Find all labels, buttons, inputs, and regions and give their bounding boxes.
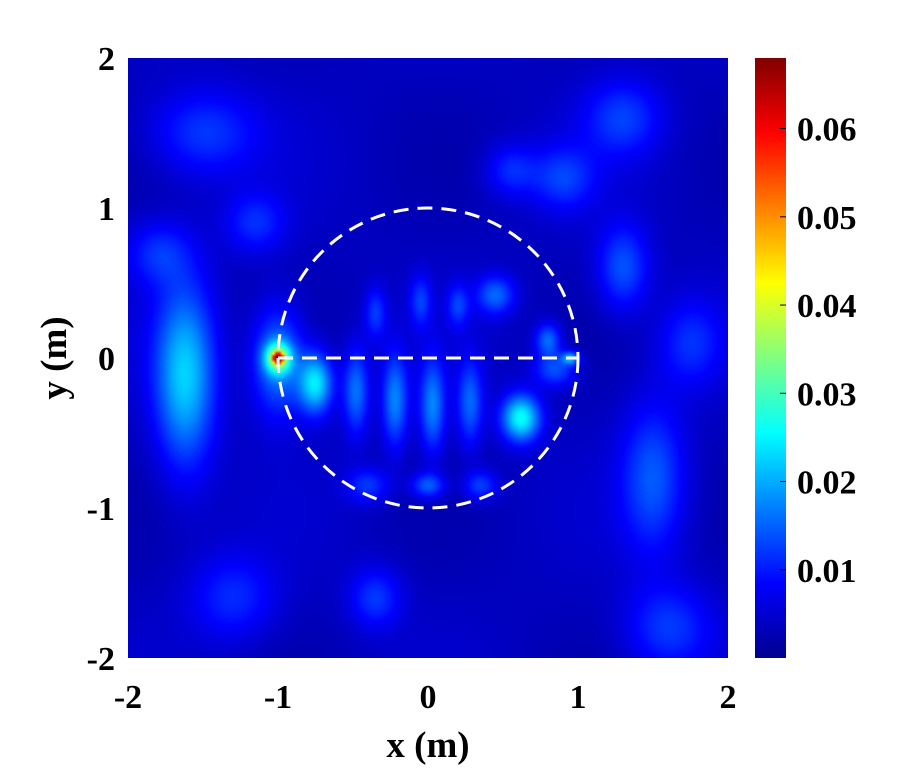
overlay-group: [276, 206, 580, 510]
colorbar-gradient: [755, 58, 786, 658]
colorbar-ticks: 0.01 0.02 0.03 0.04 0.05 0.06: [780, 112, 857, 590]
x-tick-label: 0: [420, 679, 437, 716]
colorbar-tick-label: 0.03: [797, 376, 857, 413]
colorbar-tick-label: 0.04: [797, 288, 857, 325]
colorbar-tick-label: 0.05: [797, 200, 857, 237]
x-axis-label: x (m): [386, 725, 469, 766]
y-tick-label: 1: [98, 191, 115, 228]
colorbar-tick-label: 0.06: [797, 112, 857, 149]
colorbar-tick-label: 0.02: [797, 465, 857, 502]
y-tick-label: -2: [87, 641, 115, 678]
y-tick-label: 0: [98, 341, 115, 378]
y-tick-label: 2: [98, 41, 115, 78]
y-axis-label: y (m): [34, 316, 75, 399]
x-axis-ticks: -2 -1 0 1 2: [114, 679, 737, 716]
y-axis-ticks: -2 -1 0 1 2: [87, 41, 115, 678]
x-tick-label: -2: [114, 679, 142, 716]
x-tick-label: 2: [720, 679, 737, 716]
plot-area: [128, 58, 728, 658]
colorbar: 0.01 0.02 0.03 0.04 0.05 0.06: [755, 58, 857, 658]
colorbar-tick-label: 0.01: [797, 553, 857, 590]
y-tick-label: -1: [87, 491, 115, 528]
x-tick-label: -1: [264, 679, 292, 716]
x-tick-label: 1: [570, 679, 587, 716]
